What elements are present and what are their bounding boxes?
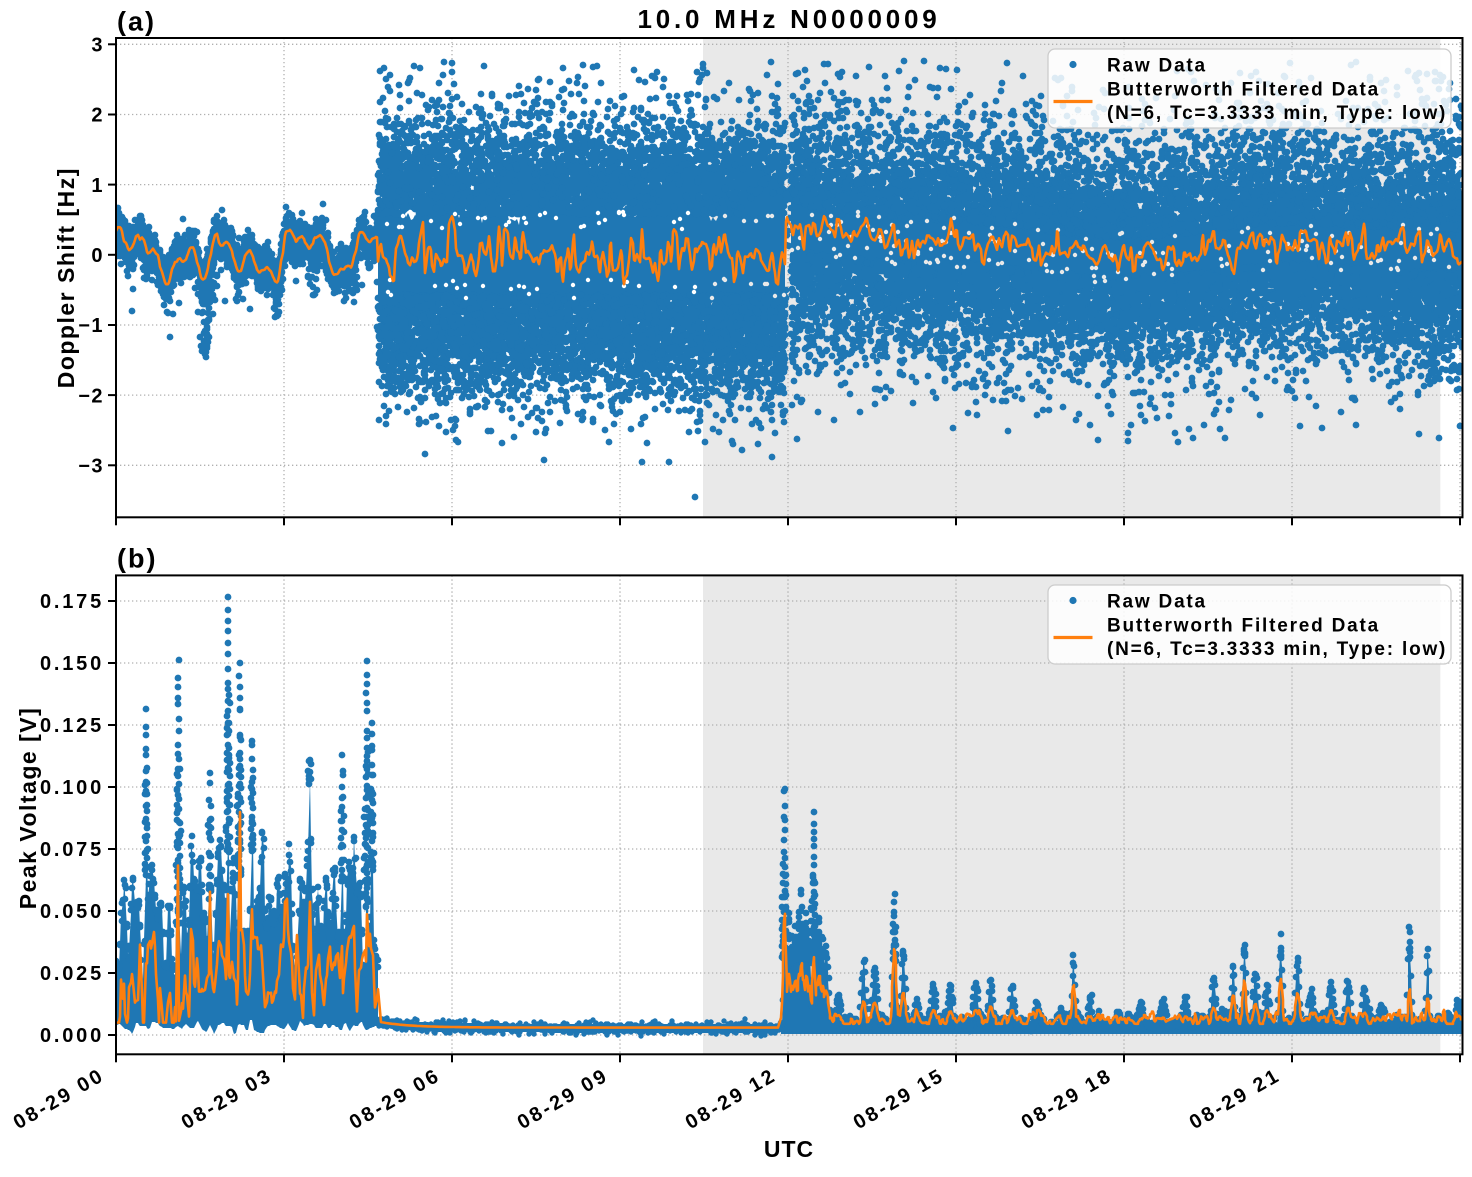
svg-text:Raw Data: Raw Data xyxy=(1107,55,1207,76)
svg-text:(N=6, Tc=3.3333 min, Type: low: (N=6, Tc=3.3333 min, Type: low) xyxy=(1107,103,1447,124)
svg-text:−1: −1 xyxy=(78,315,104,337)
svg-text:0.050: 0.050 xyxy=(40,901,104,923)
svg-text:0.025: 0.025 xyxy=(40,963,104,985)
svg-text:10.0 MHz N0000009: 10.0 MHz N0000009 xyxy=(637,4,940,34)
svg-text:(N=6, Tc=3.3333 min, Type: low: (N=6, Tc=3.3333 min, Type: low) xyxy=(1107,639,1447,660)
svg-text:0.175: 0.175 xyxy=(40,591,104,613)
svg-text:(a): (a) xyxy=(117,7,156,37)
svg-text:0.000: 0.000 xyxy=(40,1025,104,1047)
svg-text:1: 1 xyxy=(91,175,104,197)
svg-text:0.125: 0.125 xyxy=(40,715,104,737)
svg-text:Butterworth Filtered Data: Butterworth Filtered Data xyxy=(1107,80,1380,101)
svg-text:Butterworth Filtered Data: Butterworth Filtered Data xyxy=(1107,616,1380,637)
svg-text:UTC: UTC xyxy=(764,1136,814,1162)
svg-text:Peak Voltage [V]: Peak Voltage [V] xyxy=(15,707,41,910)
svg-text:0: 0 xyxy=(91,245,104,267)
svg-text:0.075: 0.075 xyxy=(40,839,104,861)
svg-text:2: 2 xyxy=(91,105,104,127)
svg-text:−2: −2 xyxy=(78,385,104,407)
svg-text:(b): (b) xyxy=(117,544,157,574)
svg-text:0.150: 0.150 xyxy=(40,653,104,675)
svg-text:0.100: 0.100 xyxy=(40,777,104,799)
svg-text:Doppler Shift [Hz]: Doppler Shift [Hz] xyxy=(53,167,79,388)
svg-text:Raw Data: Raw Data xyxy=(1107,591,1207,612)
svg-text:−3: −3 xyxy=(78,456,104,478)
svg-text:3: 3 xyxy=(91,35,104,57)
